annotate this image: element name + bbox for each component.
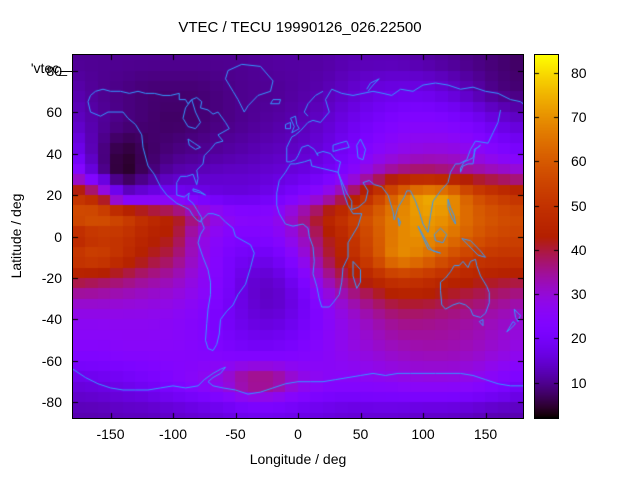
y-tick-label: -60 [41, 352, 62, 369]
legend-key-sample-line [60, 71, 73, 72]
colorbar-tick-label: 20 [571, 330, 587, 347]
y-tick-label: 0 [54, 228, 62, 245]
heatmap-canvas [73, 55, 523, 418]
y-tick-label: -80 [41, 394, 62, 411]
colorbar-canvas [535, 55, 558, 418]
y-tick-label: -20 [41, 269, 62, 286]
x-tick-label: 150 [473, 426, 498, 442]
colorbar-tick-label: 70 [571, 108, 587, 125]
x-tick-label: -100 [158, 426, 188, 442]
x-tick-label: 0 [294, 426, 302, 442]
x-tick-label: -150 [96, 426, 125, 442]
legend-key-label: 'vtec_ [30, 60, 67, 76]
colorbar-tick-label: 80 [571, 64, 587, 81]
x-tick-label: -50 [225, 426, 246, 442]
y-tick-label: 60 [46, 104, 62, 121]
colorbar-tick-label: 30 [571, 286, 587, 303]
chart-title: VTEC / TECU 19990126_026.22500 [178, 19, 422, 36]
y-tick-label: -40 [41, 311, 62, 328]
colorbar-tick-label: 40 [571, 241, 587, 258]
y-tick-label: 80 [46, 62, 62, 79]
colorbar-tick-label: 10 [571, 374, 587, 391]
x-tick-label: 100 [411, 426, 435, 442]
colorbar-border [534, 54, 559, 419]
x-tick-label: 50 [352, 426, 369, 442]
y-axis-label: Latitude / deg [8, 193, 24, 279]
y-tick-label: 20 [46, 187, 62, 203]
y-tick-label: 40 [46, 145, 62, 162]
plot-border [72, 54, 524, 419]
x-axis-label: Longitude / deg [249, 451, 347, 467]
colorbar-tick-label: 50 [571, 197, 587, 214]
colorbar-tick-label: 60 [571, 153, 587, 170]
